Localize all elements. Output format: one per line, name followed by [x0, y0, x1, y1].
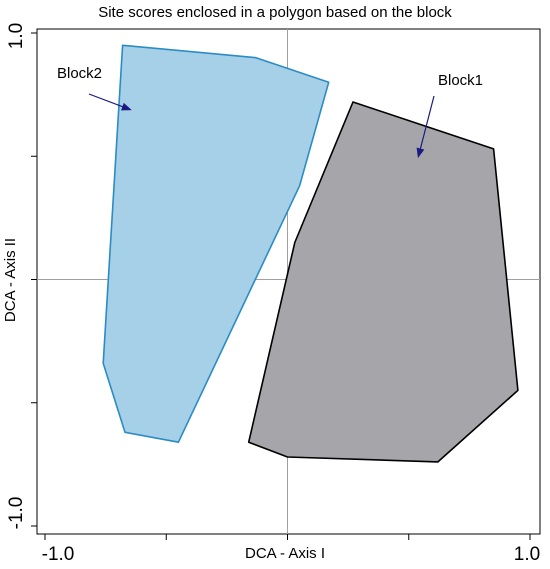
y-tick-label-max: 1.0: [6, 23, 27, 49]
y-tick-label-min: -1.0: [6, 497, 27, 530]
x-tick-label-max: 1.0: [514, 544, 540, 565]
annotation-block2-arrow: [88, 93, 132, 111]
annotation-block1-label: Block1: [438, 72, 483, 89]
annotation-block1-arrow: [416, 95, 435, 159]
polygon-block1: [247, 101, 519, 463]
polygon-block2: [102, 44, 330, 444]
x-axis-label: DCA - Axis I: [245, 545, 325, 562]
x-tick-label-min: -1.0: [42, 544, 75, 565]
y-axis-label: DCA - Axis II: [2, 238, 19, 322]
chart-title: Site scores enclosed in a polygon based …: [98, 4, 452, 21]
annotation-block2-label: Block2: [57, 65, 102, 82]
